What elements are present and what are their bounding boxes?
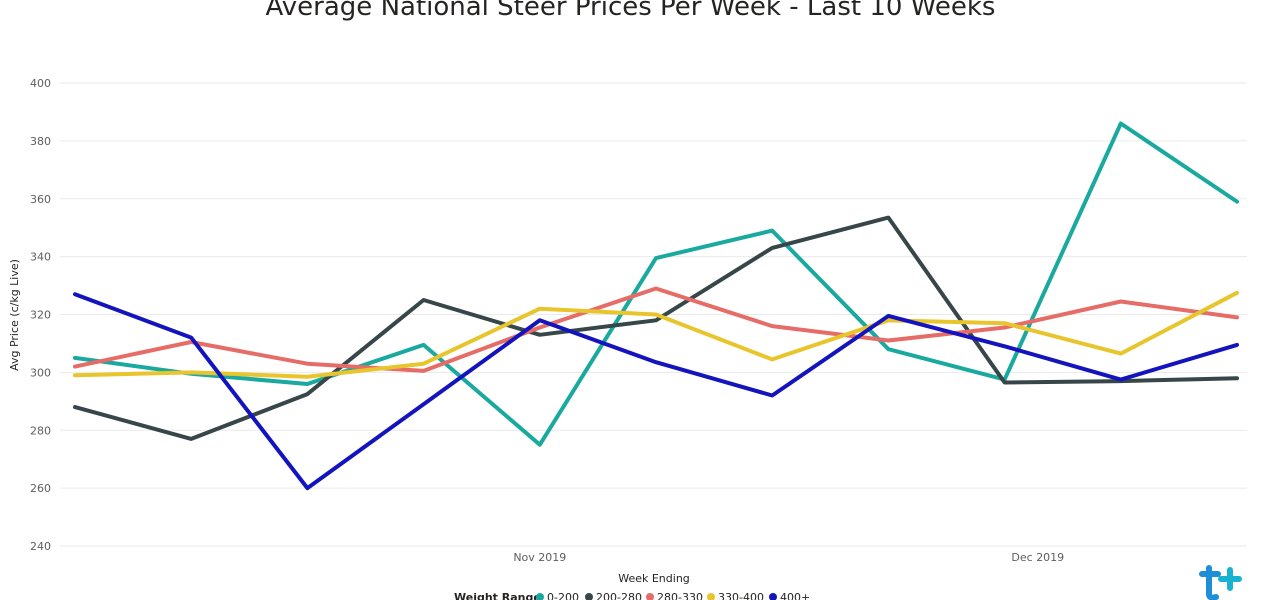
series-line-200-280: [73, 215, 1239, 441]
logo-plus-icon: [1218, 567, 1242, 591]
y-tick-label: 240: [30, 540, 51, 553]
x-axis-ticks: Nov 2019 Dec 2019: [513, 551, 1064, 564]
y-tick-label: 280: [30, 424, 51, 437]
legend-item[interactable]: 200-280: [585, 591, 642, 600]
series-line-280-330: [73, 286, 1239, 373]
legend-label: 200-280: [596, 591, 642, 600]
legend-item[interactable]: 330-400: [707, 591, 764, 600]
y-tick-label: 260: [30, 482, 51, 495]
logo[interactable]: [1199, 565, 1242, 600]
legend: Weight Range 0-200 200-280 280-330 330-400 40…: [454, 591, 810, 600]
series-lines: [73, 121, 1239, 491]
legend-item[interactable]: 400+: [769, 591, 810, 600]
legend-label: 280-330: [657, 591, 703, 600]
legend-marker: [646, 593, 654, 600]
series-line-400+: [73, 292, 1239, 491]
y-tick-label: 320: [30, 309, 51, 322]
y-tick-label: 380: [30, 135, 51, 148]
logo-t-icon: [1199, 565, 1221, 600]
legend-marker: [769, 593, 777, 600]
y-tick-label: 360: [30, 193, 51, 206]
legend-item[interactable]: 0-200: [536, 591, 579, 600]
legend-item[interactable]: 280-330: [646, 591, 703, 600]
series-line-0-200: [73, 121, 1239, 447]
legend-marker: [585, 593, 593, 600]
legend-label: 330-400: [718, 591, 764, 600]
x-tick-label: Nov 2019: [513, 551, 566, 564]
legend-marker: [707, 593, 715, 600]
chart-title: Average National Steer Prices Per Week -…: [265, 0, 996, 22]
y-tick-label: 340: [30, 251, 51, 264]
y-axis-title: Avg Price (c/kg Live): [8, 259, 21, 371]
y-tick-label: 400: [30, 77, 51, 90]
legend-title: Weight Range: [454, 591, 541, 600]
legend-label: 0-200: [547, 591, 579, 600]
legend-marker: [536, 593, 544, 600]
series-line-330-400: [73, 290, 1239, 379]
x-axis-title: Week Ending: [618, 572, 690, 585]
x-tick-label: Dec 2019: [1011, 551, 1064, 564]
legend-label: 400+: [780, 591, 810, 600]
y-axis-ticks: 240 260 280 300 320 340 360 380 400: [30, 77, 51, 553]
y-tick-label: 300: [30, 366, 51, 379]
